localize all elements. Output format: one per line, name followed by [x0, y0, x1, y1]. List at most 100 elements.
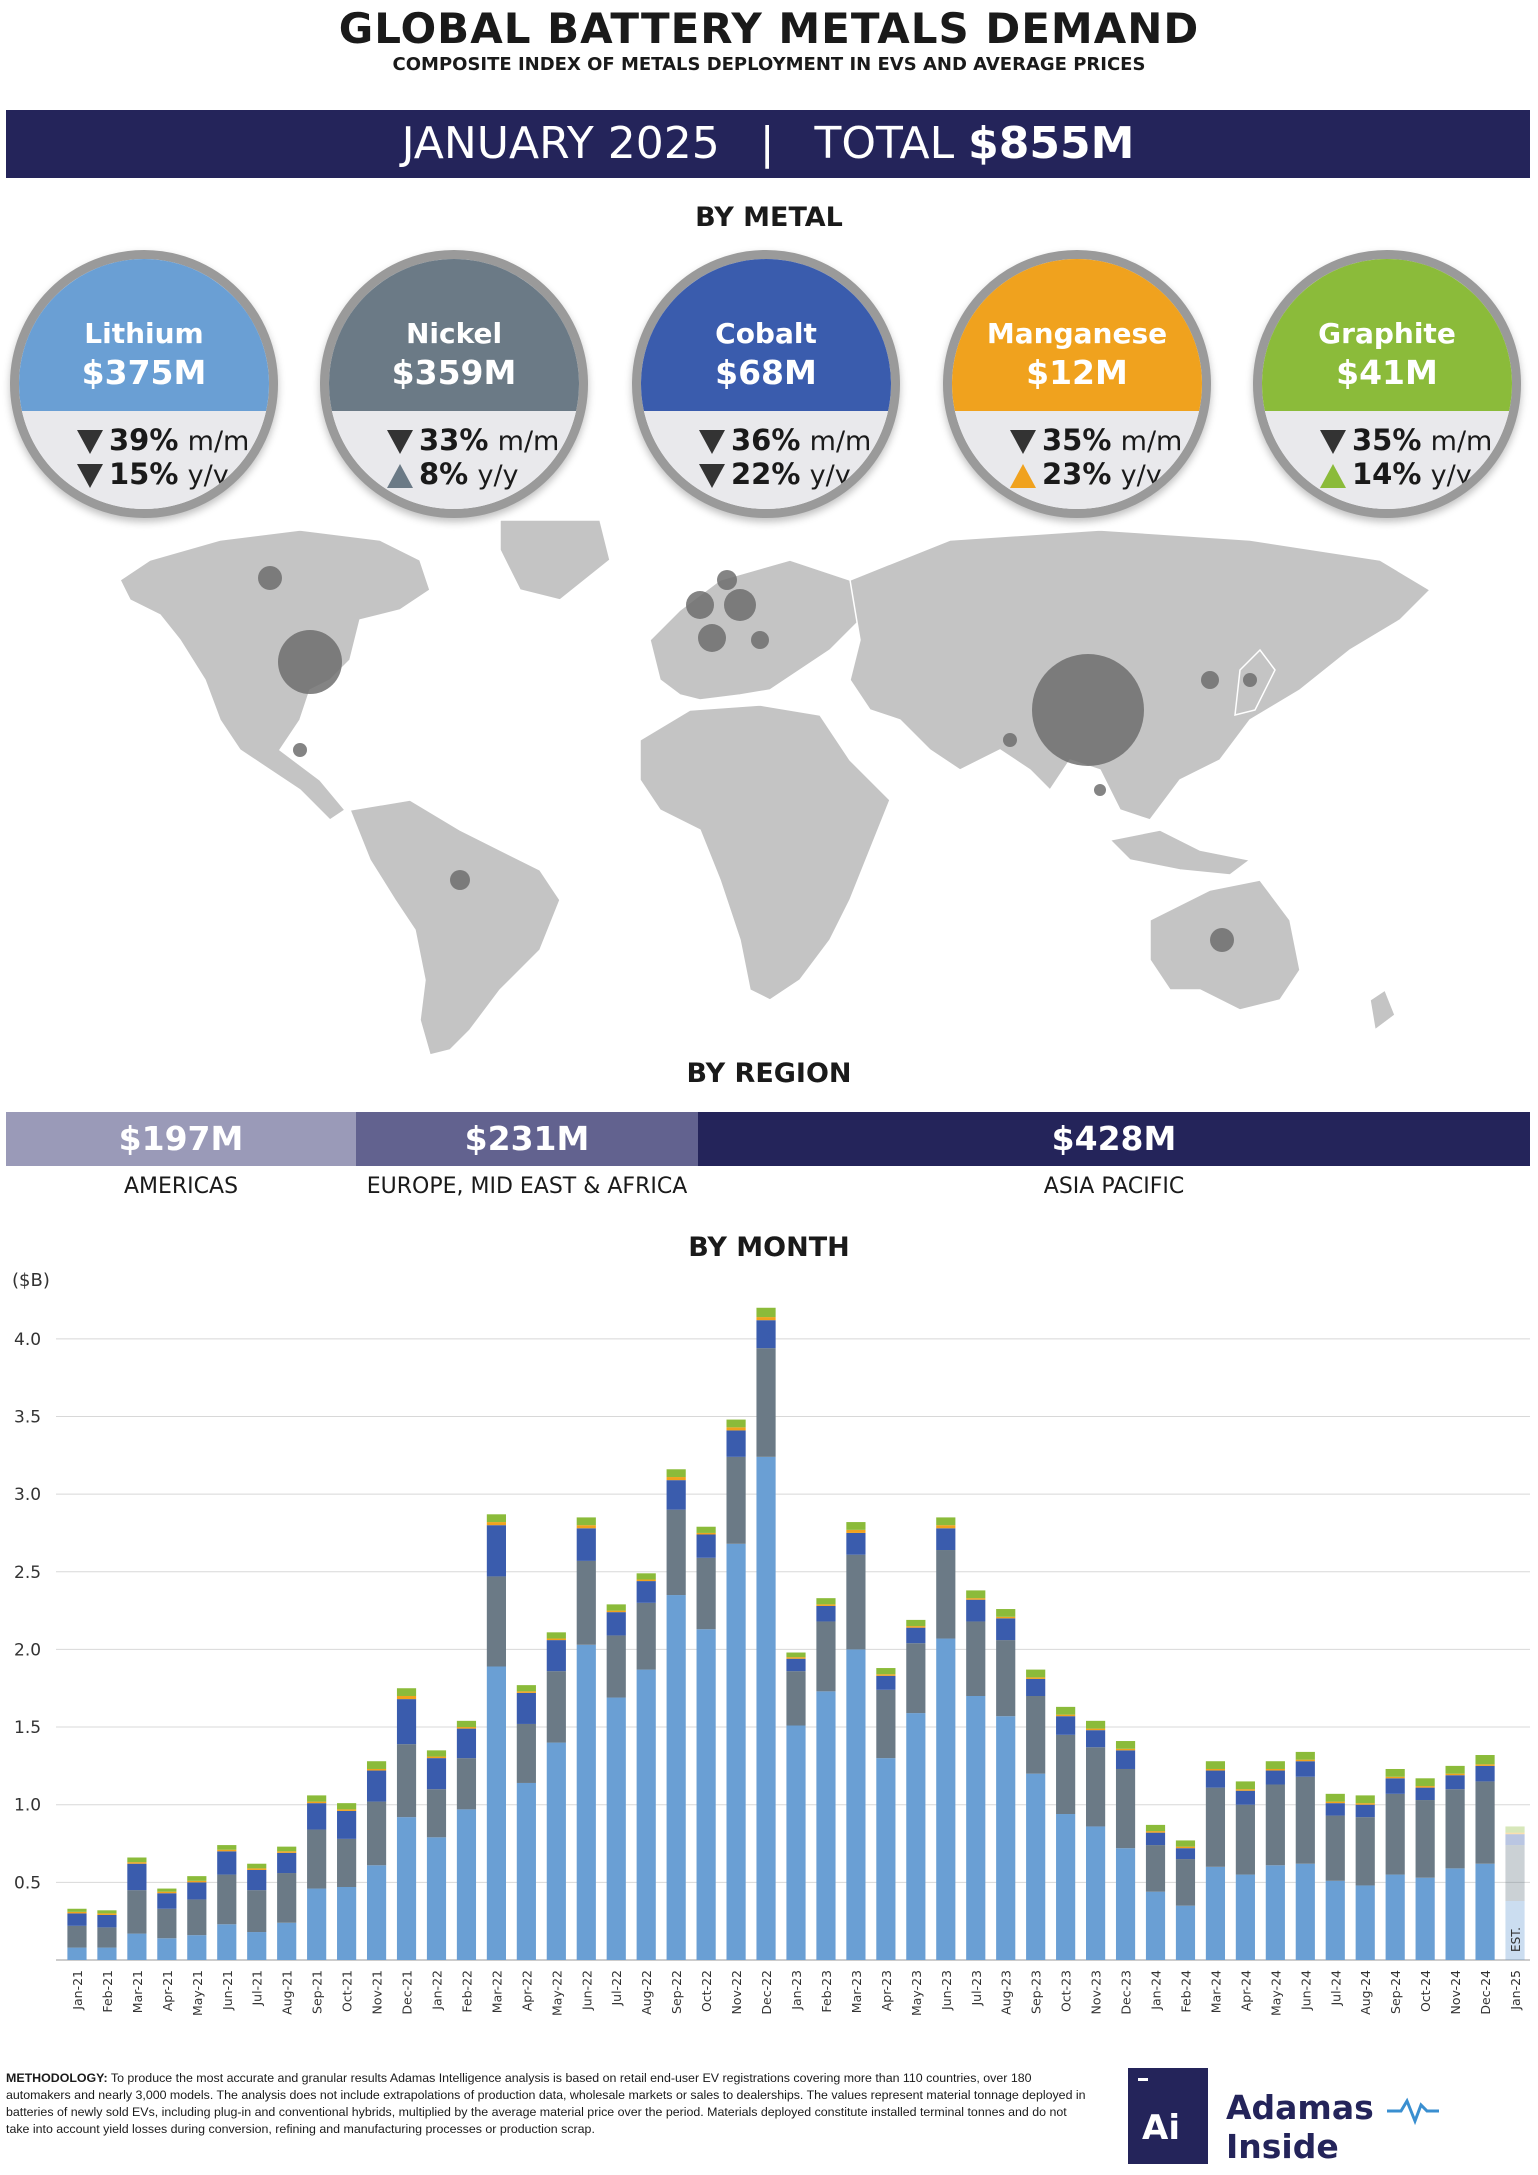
bar-nickel — [1175, 1859, 1196, 1906]
bar-nickel — [217, 1874, 237, 1925]
bar-manganese — [247, 1868, 267, 1870]
bar-graphite — [516, 1685, 536, 1692]
by-metal-heading: BY METAL — [695, 202, 843, 233]
bar-cobalt — [936, 1528, 956, 1551]
metal-mm-change: 33% m/m — [387, 423, 559, 457]
bar-nickel — [846, 1554, 866, 1650]
bar-graphite — [1295, 1751, 1315, 1760]
map-bubble-italy — [751, 631, 769, 649]
y-tick-label: 2.5 — [14, 1563, 41, 1583]
bar-lithium — [157, 1938, 177, 1960]
bar-lithium — [127, 1933, 147, 1960]
bar-lithium — [67, 1947, 87, 1960]
bar-manganese — [816, 1604, 836, 1606]
yy-unit: y/y — [477, 460, 519, 491]
map-africa — [639, 704, 891, 1001]
bar-lithium — [666, 1595, 686, 1960]
by-region-heading: BY REGION — [686, 1058, 852, 1089]
bar-nickel — [426, 1789, 447, 1838]
bar-graphite — [1205, 1761, 1226, 1769]
x-tick-label: Sep-24 — [1388, 1970, 1403, 2014]
bar-nickel — [1295, 1776, 1315, 1864]
bar-lithium — [1056, 1814, 1076, 1960]
triangle-down-icon — [387, 430, 413, 454]
yy-value: 15% — [109, 457, 179, 491]
bar-nickel — [1385, 1793, 1405, 1875]
bar-graphite — [1056, 1706, 1076, 1715]
bar-cobalt — [846, 1532, 866, 1555]
yy-value: 22% — [731, 457, 801, 491]
map-bubble-india — [1003, 733, 1017, 747]
bar-manganese — [1205, 1768, 1226, 1771]
x-tick-label: May-21 — [190, 1970, 205, 2016]
x-tick-label: Oct-21 — [340, 1970, 355, 2012]
bar-cobalt — [606, 1612, 626, 1636]
x-tick-label: Jul-22 — [609, 1970, 624, 2007]
bar-cobalt — [576, 1528, 596, 1561]
region-bar-2: $428M — [698, 1112, 1530, 1166]
bar-nickel — [966, 1621, 986, 1696]
bar-manganese — [996, 1616, 1016, 1619]
bar-cobalt — [1056, 1716, 1076, 1735]
bar-manganese — [217, 1849, 237, 1852]
y-tick-label: 0.5 — [14, 1873, 41, 1893]
metal-card-lithium: Lithium $375M 39% m/m 15% y/y — [10, 250, 278, 518]
bar-graphite — [97, 1910, 117, 1914]
banner-separator: | — [759, 118, 775, 169]
triangle-down-icon — [1010, 430, 1036, 454]
bar-manganese — [666, 1477, 686, 1481]
region-label-1: EUROPE, MID EAST & AFRICA — [366, 1174, 688, 1199]
bar-manganese — [936, 1525, 956, 1529]
bar-cobalt — [1145, 1832, 1166, 1846]
bar-graphite — [157, 1888, 177, 1892]
region-bar-0: $197M — [6, 1112, 356, 1166]
bar-manganese — [876, 1674, 896, 1676]
bar-graphite — [906, 1619, 926, 1627]
bar-lithium — [1295, 1863, 1315, 1960]
bar-manganese — [786, 1657, 806, 1659]
map-north-america — [119, 529, 431, 821]
x-tick-label: May-22 — [549, 1970, 564, 2016]
bar-cobalt — [726, 1430, 746, 1457]
bar-graphite — [846, 1522, 866, 1530]
bar-graphite — [277, 1846, 297, 1852]
bar-nickel — [456, 1758, 477, 1810]
bar-graphite — [876, 1668, 896, 1675]
metal-name: Nickel — [405, 317, 503, 350]
bar-cobalt — [1325, 1803, 1345, 1816]
mm-unit: m/m — [1120, 426, 1183, 457]
y-tick-label: 3.5 — [14, 1407, 41, 1427]
yy-unit: y/y — [1120, 460, 1162, 491]
bar-cobalt — [486, 1525, 506, 1577]
bar-lithium — [277, 1922, 297, 1960]
bar-cobalt — [1265, 1770, 1285, 1785]
bar-cobalt — [1086, 1730, 1106, 1748]
bar-lithium — [486, 1666, 506, 1960]
x-tick-label: Sep-21 — [310, 1970, 325, 2014]
bar-graphite — [187, 1876, 207, 1881]
map-bubble-france — [698, 624, 726, 652]
metal-header: Nickel $359M — [329, 259, 579, 411]
bar-manganese — [546, 1638, 566, 1641]
x-tick-label: Nov-22 — [729, 1970, 744, 2014]
bar-nickel — [756, 1348, 776, 1457]
map-south-america — [348, 799, 561, 1056]
metal-changes: 36% m/m 22% y/y — [641, 411, 891, 509]
map-bubble-canada — [258, 566, 282, 590]
metal-yy-change: 8% y/y — [387, 457, 519, 491]
map-bubble-australia — [1210, 928, 1234, 952]
bar-lithium — [1175, 1905, 1196, 1960]
bar-manganese — [1145, 1831, 1166, 1833]
bar-cobalt — [546, 1640, 566, 1672]
x-tick-label: Jun-22 — [579, 1970, 594, 2011]
x-tick-label: Dec-22 — [759, 1970, 774, 2015]
bar-cobalt — [426, 1758, 447, 1790]
x-tick-label: Mar-21 — [130, 1970, 145, 2013]
bar-cobalt — [516, 1692, 536, 1724]
bar-lithium — [726, 1543, 746, 1960]
metal-name: Manganese — [986, 317, 1168, 350]
bar-graphite — [936, 1517, 956, 1526]
map-new-zealand — [1369, 988, 1396, 1032]
x-tick-label: Jan-23 — [789, 1970, 804, 2011]
x-tick-label: Jan-25 — [1508, 1970, 1523, 2011]
